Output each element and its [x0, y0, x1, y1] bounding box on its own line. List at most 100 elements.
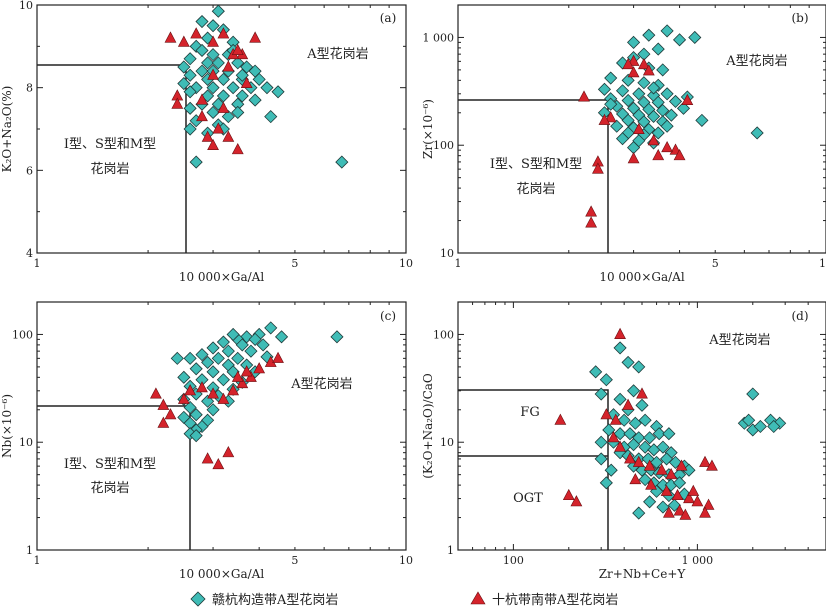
legend-label-1: 赣杭构造带A型花岗岩: [212, 592, 338, 607]
data-point-diamond: [613, 341, 627, 355]
data-point-triangle: [604, 111, 617, 123]
y-tick-label: 8: [26, 82, 33, 95]
x-axis-label: Zr+Nb+Ce+Y: [599, 567, 687, 581]
data-point-triangle: [675, 459, 688, 471]
data-point-triangle: [681, 93, 694, 105]
data-point-diamond: [767, 419, 781, 434]
data-point-triangle: [673, 149, 686, 161]
data-point-diamond: [594, 435, 608, 449]
data-point-triangle: [177, 392, 190, 404]
data-point-diamond: [206, 81, 220, 95]
y-tick-label: 100: [433, 328, 454, 341]
region-label: A型花岗岩: [725, 53, 787, 69]
x-axis-label: 10 000×Ga/Al: [179, 270, 264, 284]
panel-label: (a): [380, 11, 397, 25]
data-point-triangle: [632, 455, 645, 467]
data-point-diamond: [652, 427, 666, 441]
data-point-triangle: [665, 468, 678, 480]
data-point-diamond: [753, 419, 767, 434]
data-point-diamond: [244, 344, 258, 358]
data-point-diamond: [206, 365, 220, 379]
data-point-triangle: [627, 66, 640, 78]
data-point-diamond: [183, 351, 197, 365]
data-point-diamond: [695, 113, 709, 127]
data-point-triangle: [240, 76, 253, 89]
data-point-triangle: [706, 459, 718, 471]
data-point-diamond: [621, 73, 635, 87]
data-point-diamond: [672, 476, 687, 490]
data-point-triangle: [164, 31, 177, 43]
data-point-diamond: [594, 452, 608, 466]
data-point-triangle: [629, 472, 642, 485]
y-tick-label: 10: [19, 0, 33, 12]
data-point-triangle: [624, 452, 636, 464]
data-point-triangle: [207, 35, 219, 47]
y-tick-label: 100: [12, 328, 33, 341]
data-point-triangle: [196, 109, 208, 122]
data-point-triangle: [642, 64, 655, 76]
data-point-diamond: [231, 351, 245, 365]
data-point-diamond: [248, 64, 262, 78]
data-point-diamond: [597, 82, 612, 96]
data-point-triangle: [272, 351, 284, 363]
y-tick-label: 1: [447, 544, 454, 557]
data-point-diamond: [651, 95, 665, 109]
region-label: 花岗岩: [90, 161, 129, 177]
boundary-line: [458, 99, 609, 253]
data-point-triangle: [683, 491, 695, 504]
data-point-diamond: [195, 14, 209, 29]
data-point-diamond: [632, 87, 646, 101]
data-point-diamond: [627, 438, 641, 452]
y-tick-label: 10: [19, 436, 33, 449]
data-point-triangle: [592, 162, 604, 174]
data-point-diamond: [201, 56, 215, 70]
data-point-diamond: [170, 351, 184, 365]
data-point-triangle: [691, 495, 704, 507]
data-point-diamond: [248, 332, 262, 346]
x-tick-label: 10: [399, 257, 413, 270]
data-point-triangle: [227, 384, 240, 396]
data-point-triangle: [643, 459, 656, 471]
data-point-diamond: [183, 101, 197, 115]
data-point-diamond: [183, 400, 197, 415]
data-point-triangle: [236, 376, 249, 389]
region-label: I型、S型和M型: [490, 157, 582, 172]
chart-panel-c: 1 5 10 1 10 100 10 000×Ga/Al Nb(×10⁻⁶) (c) A型花岗岩 I…: [0, 301, 413, 581]
data-point-diamond: [240, 60, 254, 74]
data-point-diamond: [206, 19, 220, 33]
data-point-diamond: [642, 28, 656, 42]
legend: 赣杭构造带A型花岗岩 十杭带南带A型花岗岩: [190, 591, 618, 607]
plot-frame: [457, 4, 826, 254]
data-point-diamond: [195, 64, 209, 78]
chart-panel-d: 100 1 000 1 10 100 Zr+Nb+Ce+Y (K₂O+Na₂O)/CaO (d…: [421, 301, 826, 581]
data-point-diamond: [676, 101, 691, 115]
data-point-triangle: [184, 384, 197, 396]
data-point-triangle: [196, 93, 208, 105]
data-point-diamond: [604, 71, 618, 85]
data-point-diamond: [231, 56, 245, 70]
data-point-triangle: [622, 57, 635, 70]
data-point-diamond: [615, 132, 630, 146]
data-point-diamond: [183, 52, 197, 66]
data-point-diamond: [643, 495, 657, 509]
data-point-diamond: [637, 76, 651, 90]
data-point-diamond: [206, 48, 220, 62]
data-point-triangle: [662, 506, 675, 518]
panel-label: (d): [791, 309, 808, 323]
data-point-diamond: [635, 398, 649, 412]
data-point-diamond: [216, 72, 230, 86]
data-point-triangle: [598, 113, 611, 125]
data-point-triangle: [702, 498, 715, 510]
data-point-diamond: [226, 327, 240, 342]
data-point-diamond: [235, 89, 249, 103]
x-tick-label: 1: [34, 257, 41, 270]
data-point-triangle: [212, 122, 225, 134]
boundary-line: [37, 64, 187, 253]
data-point-triangle: [207, 138, 219, 151]
data-point-diamond: [613, 427, 627, 441]
data-point-triangle: [201, 452, 214, 464]
data-point-triangle: [196, 381, 208, 393]
chart-panel-a: 1 5 10 4 6 8 10 10 000×Ga/Al K₂O+Na₂O(%) (a) A型花岗岩…: [0, 0, 413, 284]
data-point-diamond: [177, 60, 191, 74]
y-tick-label: 4: [26, 247, 33, 260]
